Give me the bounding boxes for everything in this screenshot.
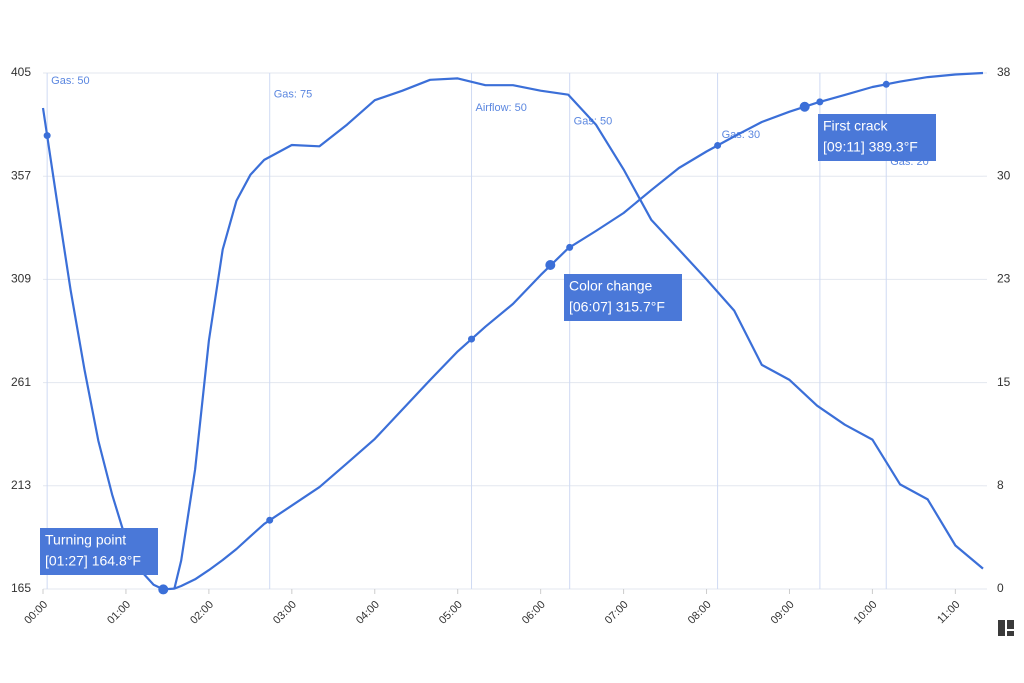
event-dot [43,132,51,140]
x-tick-label: 04:00 [354,599,382,627]
callout-box [40,528,158,575]
callout-title: First crack [823,118,889,134]
x-tick-label: 08:00 [686,599,714,627]
y2-tick-label: 15 [997,375,1011,389]
y2-tick-label: 30 [997,168,1011,182]
callout-box [818,114,936,161]
y2-tick-label: 0 [997,581,1004,595]
y2-tick-label: 23 [997,272,1011,286]
y-tick-label: 165 [11,581,31,595]
event-dot [266,516,274,524]
y2-tick-label: 38 [997,65,1011,79]
callout-text: [01:27] 164.8°F [45,553,141,569]
x-tick-label: 05:00 [437,599,465,627]
y-tick-label: 309 [11,272,31,286]
event-label: Airflow: 50 [476,102,527,114]
callout-box [564,274,682,321]
y-tick-label: 405 [11,65,31,79]
x-tick-label: 01:00 [105,599,133,627]
callout-point [158,584,169,595]
event-dot [566,243,574,251]
x-tick-label: 02:00 [188,599,216,627]
series-line [173,77,984,590]
callout-text: [06:07] 315.7°F [569,299,665,315]
x-tick-label: 11:00 [935,599,962,626]
event-dot [468,335,476,343]
event-dot [714,141,722,149]
y-tick-label: 357 [11,168,31,182]
event-label: Gas: 75 [274,88,313,100]
logo [998,620,1014,636]
callout-text: [09:11] 389.3°F [823,139,918,155]
x-tick-label: 10:00 [852,599,880,627]
y-tick-label: 261 [11,375,31,389]
x-tick-label: 07:00 [603,599,631,627]
x-tick-label: 09:00 [769,599,797,627]
x-tick-label: 00:00 [22,599,50,627]
x-tick-label: 06:00 [520,599,548,627]
x-tick-label: 03:00 [271,599,299,627]
event-label: Gas: 50 [51,75,90,87]
callout-point [799,101,810,112]
callout-title: Turning point [45,532,126,548]
y-tick-label: 213 [11,478,31,492]
event-dot [882,80,890,88]
y2-tick-label: 8 [997,478,1004,492]
callout-point [545,259,556,270]
event-dot [816,98,824,106]
callout-title: Color change [569,278,652,294]
